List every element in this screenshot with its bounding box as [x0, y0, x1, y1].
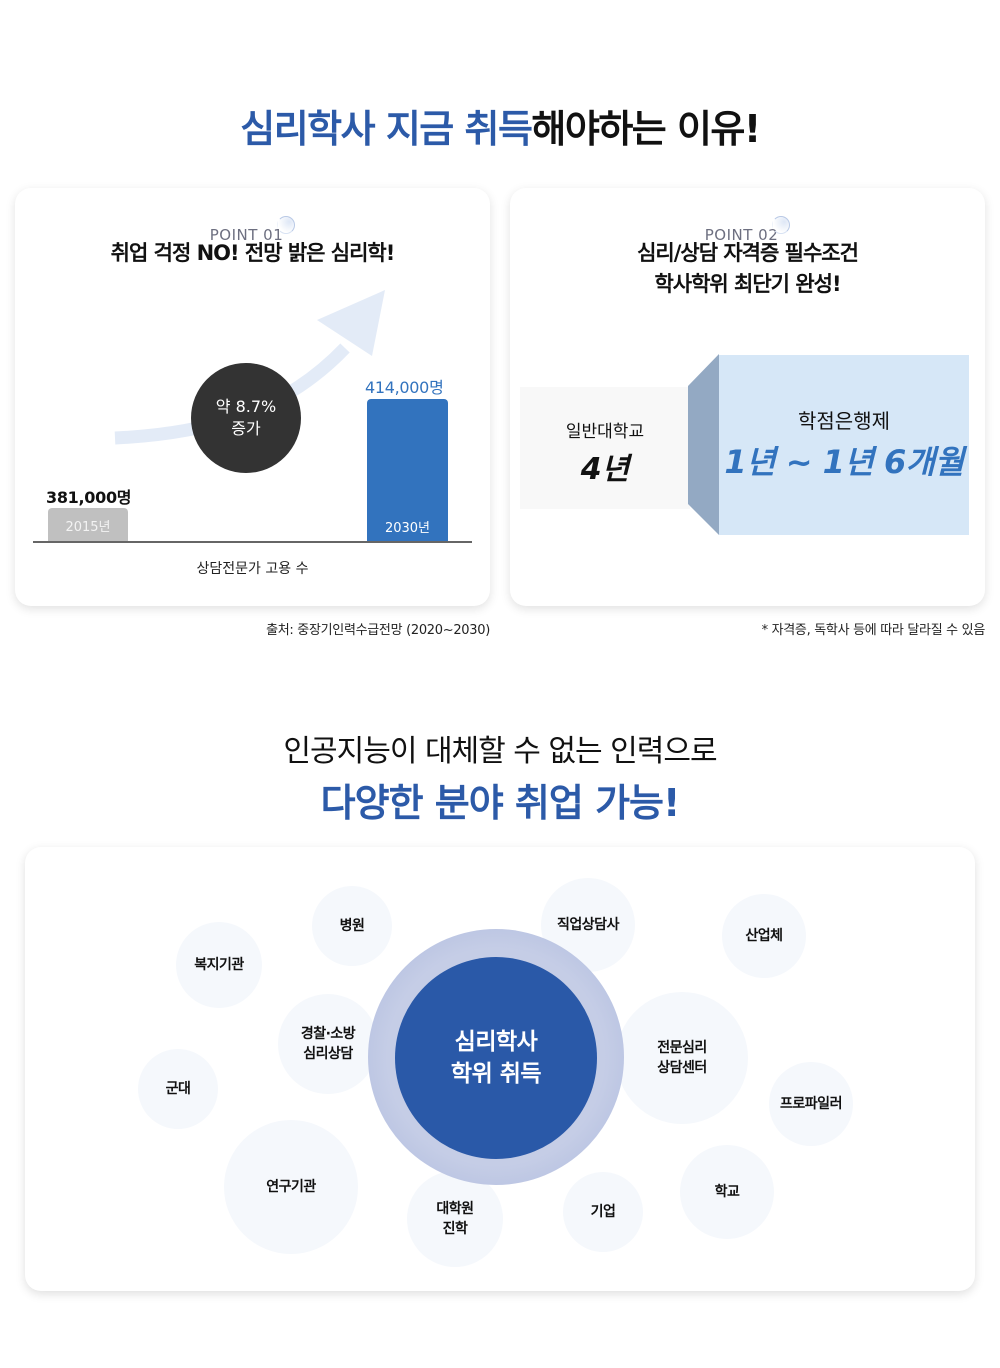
- source-note: 출처: 중장기인력수급전망 (2020~2030): [266, 623, 490, 638]
- field-bubble-welfare: 복지기관: [176, 922, 262, 1008]
- center-degree-circle: 심리학사 학위 취득: [395, 957, 597, 1159]
- condition-note: * 자격증, 독학사 등에 따라 달라질 수 있음: [761, 623, 986, 638]
- chart-caption: 상담전문가 고용 수: [196, 561, 309, 577]
- field-bubble-industry: 산업체: [722, 894, 806, 978]
- career-fields-card: 복지기관 병원 경찰·소방 심리상담 군대 연구기관 대학원 진학 직업상담사 …: [25, 847, 975, 1291]
- field-bubble-school: 학교: [680, 1145, 774, 1239]
- point-heading: 심리/상담 자격증 필수조건 학사학위 최단기 완성!: [637, 241, 859, 296]
- title-rest: 해야하는 이유!: [531, 107, 761, 151]
- general-university-box: 일반대학교 4년: [520, 387, 690, 509]
- bar-2030: 2030년: [367, 399, 448, 542]
- field-bubble-company: 기업: [563, 1172, 643, 1252]
- point-card-duration: POINT 02 심리/상담 자격증 필수조건 학사학위 최단기 완성! 일반대…: [510, 188, 985, 606]
- field-bubble-police-fire: 경찰·소방 심리상담: [278, 994, 378, 1094]
- field-bubble-military: 군대: [138, 1049, 218, 1129]
- title-accent: 심리학사 지금 취득: [240, 107, 533, 151]
- chart-baseline: [33, 541, 472, 543]
- bar-2015: 2015년: [48, 508, 128, 542]
- point-card-employment: POINT 01 취업 걱정 NO! 전망 밝은 심리학! 약 8.7% 증가 …: [15, 188, 490, 606]
- field-bubble-grad-school: 대학원 진학: [407, 1171, 503, 1267]
- prism-side-shape: [688, 354, 719, 535]
- field-bubble-hospital: 병원: [312, 886, 392, 966]
- bar-value-2015: 381,000명: [46, 488, 132, 507]
- growth-badge: 약 8.7% 증가: [191, 363, 301, 473]
- point-label: POINT 02: [510, 216, 985, 244]
- section-title-fields: 다양한 분야 취업 가능!: [320, 781, 681, 825]
- field-bubble-profiler: 프로파일러: [769, 1062, 853, 1146]
- bubble-deco-icon: [277, 216, 296, 234]
- point-heading: 취업 걱정 NO! 전망 밝은 심리학!: [110, 241, 396, 265]
- credit-bank-box: 학점은행제 1년 ~ 1년 6개월: [719, 355, 969, 535]
- section-title-reasons: 심리학사 지금 취득해야하는 이유!: [0, 98, 1000, 153]
- bar-value-2030: 414,000명: [365, 378, 444, 397]
- section-subtitle: 인공지능이 대체할 수 없는 인력으로: [283, 734, 717, 769]
- field-bubble-counseling-center: 전문심리 상담센터: [616, 992, 748, 1124]
- bubble-deco-icon: [772, 216, 791, 234]
- point-label: POINT 01: [15, 216, 490, 244]
- field-bubble-research: 연구기관: [224, 1120, 358, 1254]
